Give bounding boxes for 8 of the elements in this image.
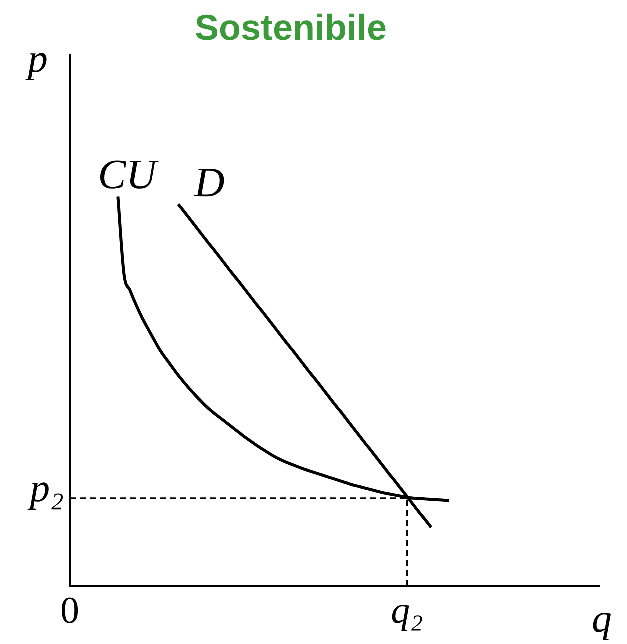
series-label: D [194,160,225,206]
x-tick-label: q₂ [391,590,424,632]
x-axis-title: q [592,596,612,641]
chart-title: Sostenibile [194,7,388,48]
x-tick-label: 0 [60,590,80,632]
ref-line-label: p₂ [27,465,64,510]
y-axis-title: p [25,36,48,81]
series-label: CU [98,152,160,199]
